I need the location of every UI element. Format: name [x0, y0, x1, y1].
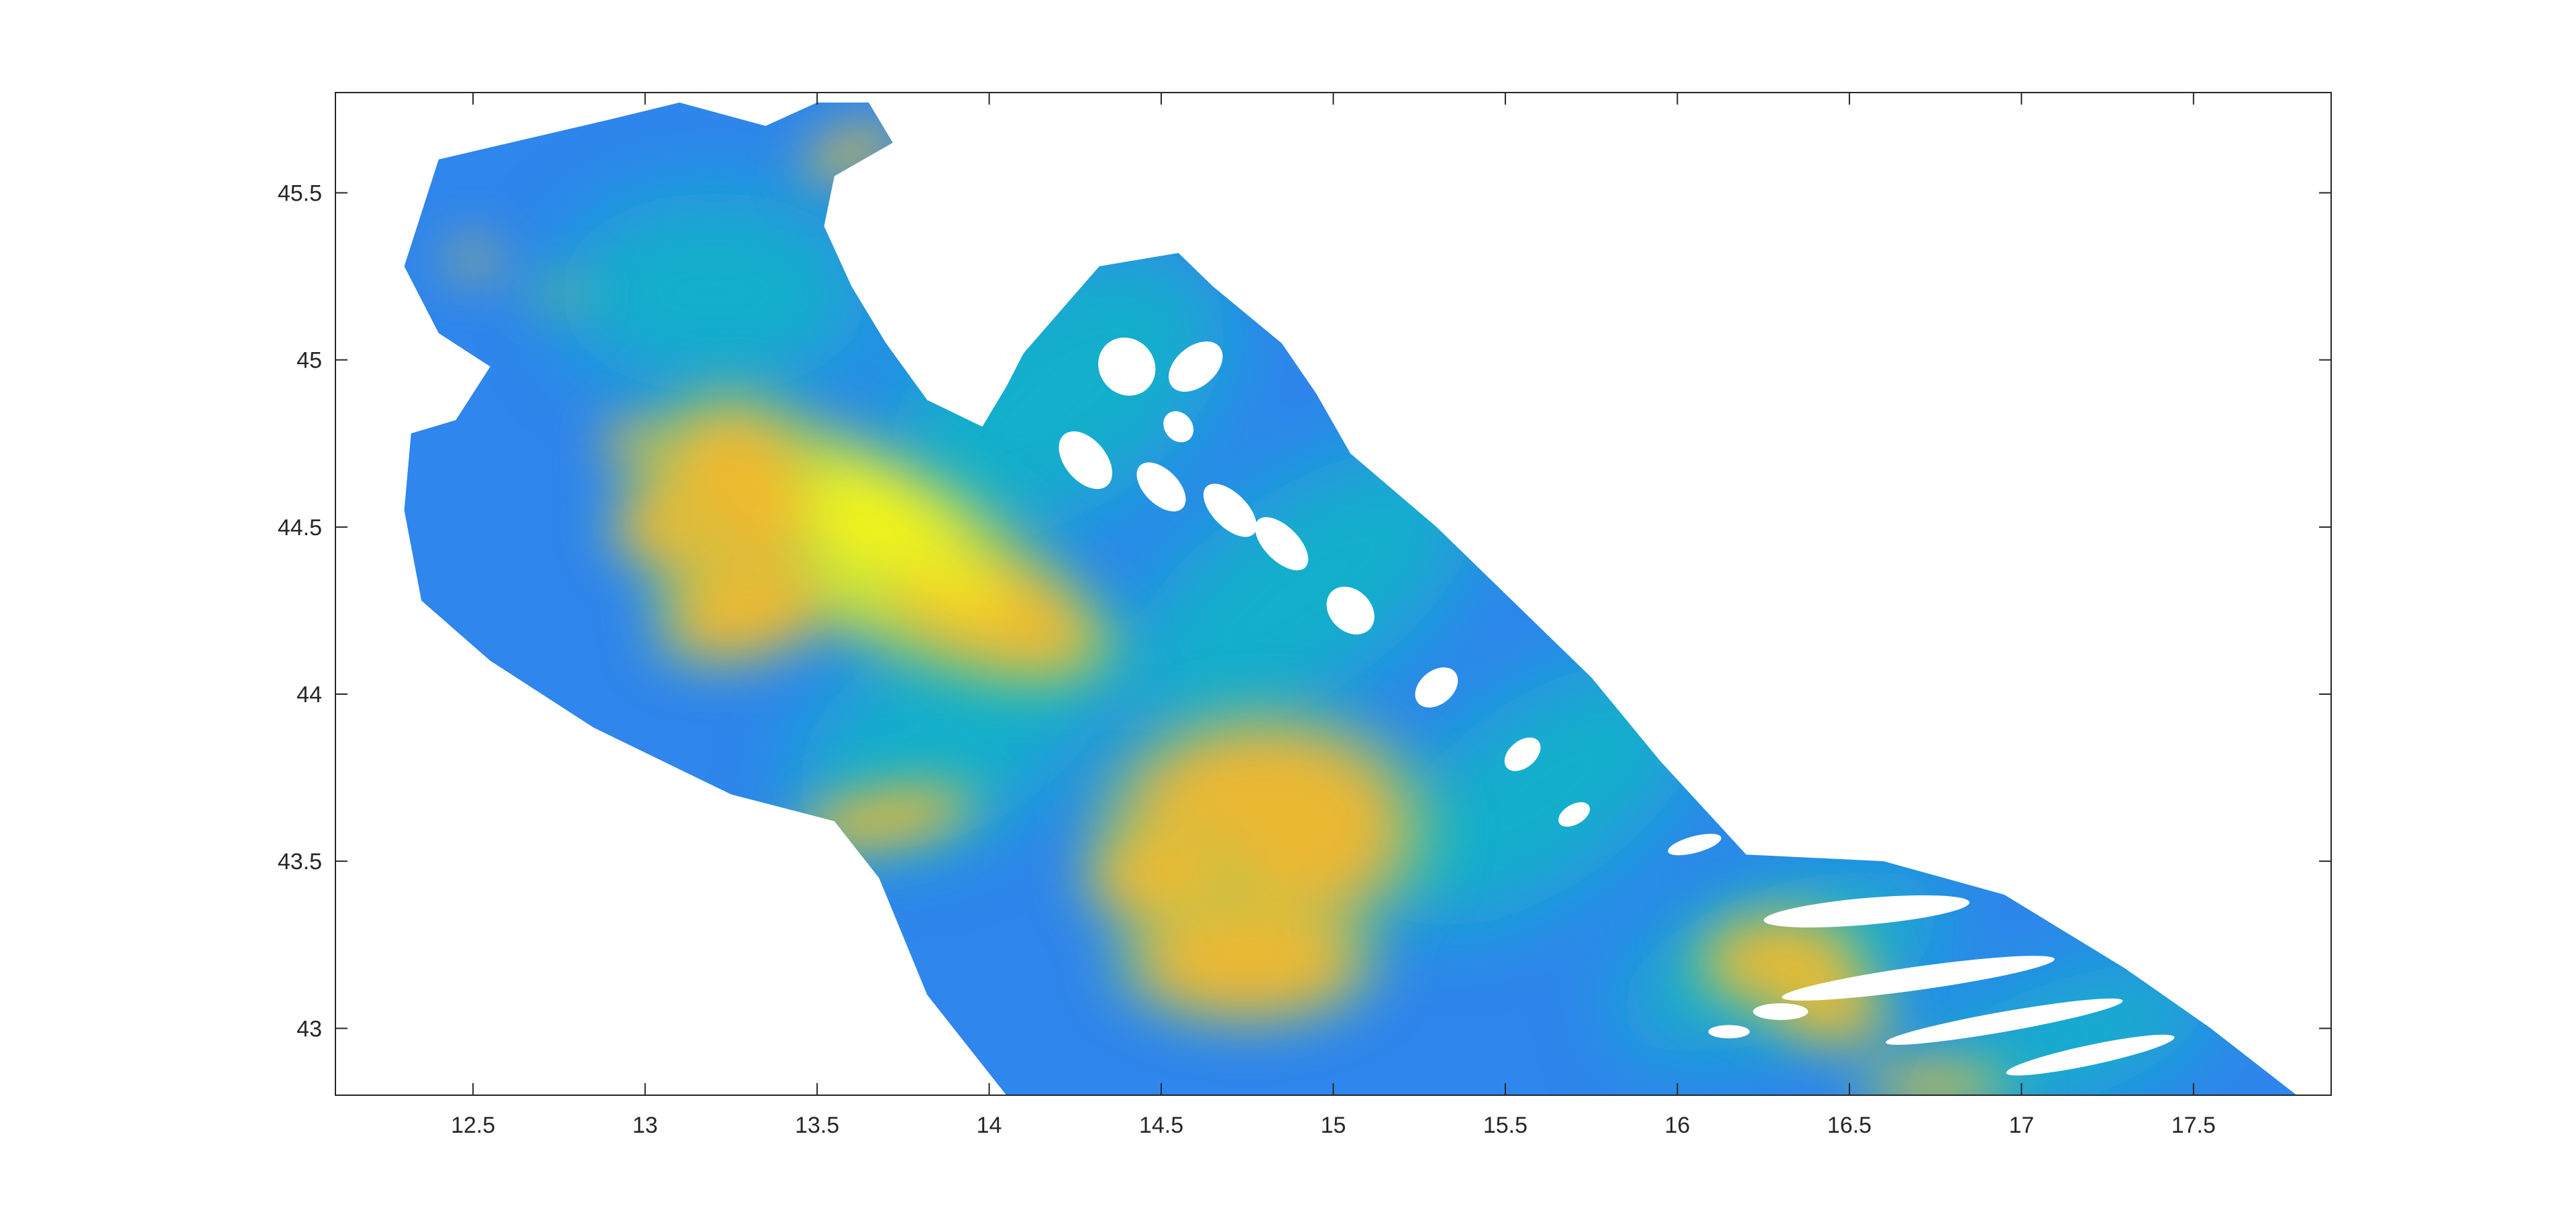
island-9	[1668, 834, 1721, 856]
hotspot-9	[812, 131, 891, 174]
x-tick-label: 17	[2008, 1113, 2034, 1138]
y-tick-label: 45	[297, 348, 322, 374]
x-tick-label: 13	[633, 1113, 658, 1138]
hotspot-12	[1873, 1068, 1998, 1095]
hotspot-13	[455, 246, 490, 274]
y-tick-label: 43	[297, 1016, 322, 1042]
x-tick-label: 14	[977, 1113, 1002, 1138]
x-tick-label: 13.5	[795, 1113, 839, 1138]
hotspot-8	[811, 791, 961, 844]
island-14	[1708, 1025, 1750, 1039]
mid-band-1	[1120, 449, 1478, 738]
hotspot-3	[674, 567, 822, 655]
island-13	[1753, 1003, 1809, 1020]
island-1	[1169, 341, 1223, 392]
x-tick-label: 15	[1321, 1113, 1346, 1138]
island-16	[1558, 802, 1590, 827]
island-4	[1203, 484, 1257, 537]
island-11	[1782, 956, 2055, 1001]
island-0	[1098, 337, 1156, 396]
mid-band-4	[559, 192, 869, 394]
island-7	[1415, 667, 1458, 708]
island-5	[1254, 517, 1309, 571]
x-tick-label: 15.5	[1483, 1113, 1527, 1138]
island-17	[1163, 411, 1194, 443]
y-tick-label: 45.5	[278, 181, 322, 207]
y-axis: 43 43.5 44 44.5 45 45.5	[278, 181, 2331, 1042]
x-tick-label: 16	[1665, 1113, 1690, 1138]
mid-band-2	[1375, 661, 1704, 928]
hotspot-peak-streak	[796, 494, 1010, 614]
x-tick-label: 14.5	[1139, 1113, 1183, 1138]
y-tick-label: 44	[297, 682, 322, 708]
island-layer	[1059, 337, 2175, 1076]
island-15	[2006, 1034, 2175, 1076]
hotspot-7	[1144, 911, 1351, 1012]
x-axis: 12.5 13 13.5 14 14.5 15 15.5 16 16.5 17 17.5	[451, 93, 2216, 1138]
island-3	[1136, 462, 1186, 512]
x-tick-label: 17.5	[2171, 1113, 2216, 1138]
hotspot-15	[610, 423, 645, 464]
island-10	[1764, 895, 1970, 928]
x-tick-label: 12.5	[451, 1113, 495, 1138]
island-6	[1326, 586, 1375, 635]
hotspot-6	[1099, 838, 1224, 918]
island-8	[1504, 737, 1541, 771]
hotspot-14	[535, 284, 584, 302]
island-2	[1059, 431, 1112, 490]
island-12	[1885, 998, 2123, 1045]
x-tick-label: 16.5	[1827, 1113, 1872, 1138]
y-tick-label: 44.5	[278, 515, 322, 541]
y-tick-label: 43.5	[278, 849, 322, 875]
hotspot-layer	[449, 124, 2019, 1095]
hotspot-2	[621, 496, 704, 557]
